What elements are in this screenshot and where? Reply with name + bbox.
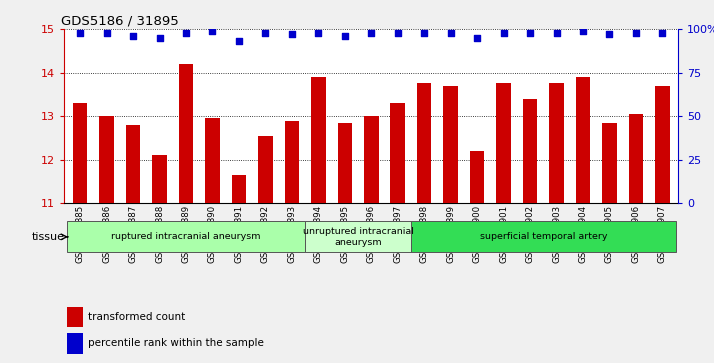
Point <box>207 28 218 34</box>
Bar <box>152 155 167 203</box>
Bar <box>311 77 326 203</box>
Point <box>286 31 298 37</box>
Bar <box>126 125 141 203</box>
Bar <box>655 86 670 203</box>
Text: GDS5186 / 31895: GDS5186 / 31895 <box>61 15 179 28</box>
Bar <box>496 83 511 203</box>
Bar <box>178 64 193 203</box>
Bar <box>67 307 83 327</box>
Bar <box>391 103 405 203</box>
Point <box>657 30 668 36</box>
Bar <box>628 114 643 203</box>
Bar <box>338 123 352 203</box>
Point <box>313 30 324 36</box>
Point <box>630 30 642 36</box>
Bar <box>470 151 484 203</box>
Text: ruptured intracranial aneurysm: ruptured intracranial aneurysm <box>111 232 261 241</box>
Text: percentile rank within the sample: percentile rank within the sample <box>88 338 263 348</box>
Bar <box>231 175 246 203</box>
Bar <box>411 221 675 252</box>
Bar <box>67 333 83 354</box>
Point <box>604 31 615 37</box>
Point <box>154 35 165 41</box>
Text: superficial temporal artery: superficial temporal artery <box>480 232 607 241</box>
Bar <box>443 86 458 203</box>
Point <box>418 30 430 36</box>
Point <box>471 35 483 41</box>
Point <box>550 30 562 36</box>
Point <box>445 30 456 36</box>
Bar <box>417 83 431 203</box>
Bar <box>285 121 299 203</box>
Text: tissue: tissue <box>32 232 65 242</box>
Point <box>74 30 86 36</box>
Point <box>339 33 351 39</box>
Bar <box>73 103 87 203</box>
Point <box>181 30 192 36</box>
Bar <box>258 136 273 203</box>
Point <box>392 30 403 36</box>
Bar <box>575 77 590 203</box>
Point <box>366 30 377 36</box>
Point <box>233 38 245 44</box>
Text: transformed count: transformed count <box>88 312 185 322</box>
Bar <box>67 221 305 252</box>
Text: unruptured intracranial
aneurysm: unruptured intracranial aneurysm <box>303 227 413 246</box>
Point <box>498 30 509 36</box>
Bar <box>523 99 538 203</box>
Bar <box>602 123 617 203</box>
Point <box>127 33 139 39</box>
Bar <box>99 116 114 203</box>
Point <box>578 28 589 34</box>
Point <box>101 30 112 36</box>
Point <box>524 30 536 36</box>
Bar <box>549 83 564 203</box>
Point <box>260 30 271 36</box>
Bar <box>305 221 411 252</box>
Bar <box>205 118 220 203</box>
Bar <box>364 116 378 203</box>
